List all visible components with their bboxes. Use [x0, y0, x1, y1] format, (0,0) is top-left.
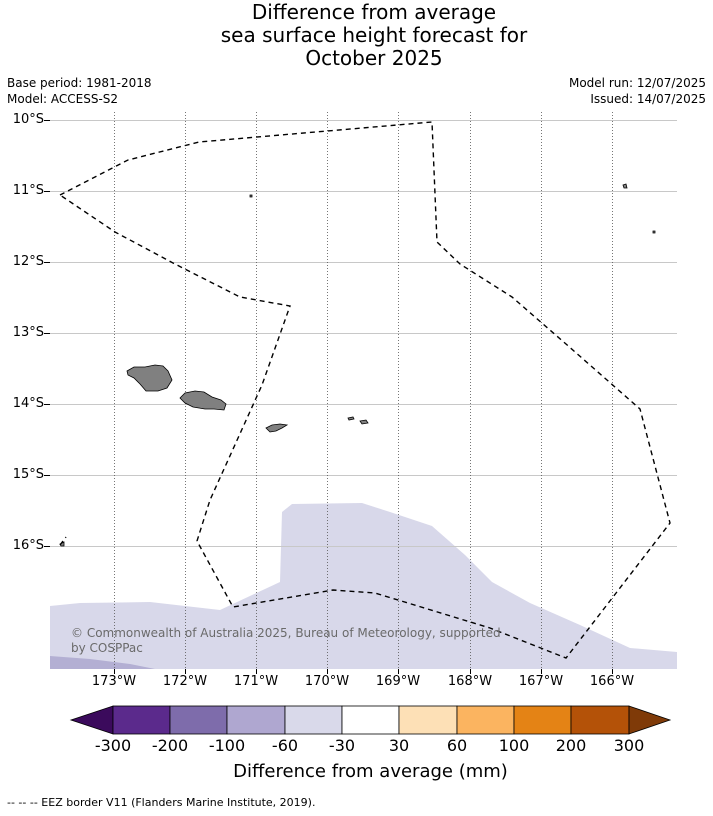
lat-label: 10°S — [12, 112, 44, 127]
lon-label: 166°W — [589, 674, 635, 689]
tutuila-island — [265, 423, 289, 433]
model-name: Model: ACCESS-S2 — [7, 92, 119, 106]
anomaly-region — [50, 503, 677, 669]
colorbar-segment — [226, 705, 286, 735]
lat-label: 11°S — [12, 183, 44, 198]
land-masses — [59, 183, 656, 547]
colorbar-segment — [169, 705, 228, 735]
colorbar-tick: 300 — [613, 736, 645, 755]
colorbar-tick: -100 — [208, 736, 246, 755]
small-island-2 — [622, 183, 628, 189]
issued-date: Issued: 14/07/2025 — [590, 92, 706, 106]
upolu-island — [179, 390, 227, 411]
lon-label: 167°W — [518, 674, 564, 689]
title-line-3: October 2025 — [305, 46, 443, 70]
title-line-1: Difference from average — [251, 0, 497, 24]
meta-right: Model run: 12/07/2025 Issued: 14/07/2025 — [569, 75, 706, 107]
colorbar-tick: 100 — [498, 736, 530, 755]
title-line-2: sea surface height forecast for — [220, 23, 528, 47]
colorbar-label: Difference from average (mm) — [233, 761, 508, 782]
colorbar-segment — [570, 705, 630, 735]
map-title: Difference from average sea surface heig… — [0, 1, 713, 70]
eez-borders — [58, 121, 671, 659]
anomaly-dark-region — [50, 656, 155, 669]
lat-label: 16°S — [12, 538, 44, 553]
base-period: Base period: 1981-2018 — [7, 76, 152, 90]
lon-label: 168°W — [447, 674, 493, 689]
lon-label: 173°W — [91, 674, 137, 689]
longitude-tick-marks — [114, 669, 613, 674]
colorbar-segment — [341, 705, 400, 735]
lat-label: 13°S — [12, 325, 44, 340]
colorbar-tick: -30 — [328, 736, 356, 755]
colorbar-tick: -200 — [151, 736, 189, 755]
colorbar-segment — [398, 705, 458, 735]
latitude-tick-marks — [44, 120, 50, 547]
colorbar-segment — [112, 705, 171, 735]
eez-legend-footer: -- -- -- EEZ border V11 (Flanders Marine… — [7, 796, 316, 809]
lon-label: 170°W — [304, 674, 350, 689]
lat-label: 14°S — [12, 396, 44, 411]
tau-island — [359, 419, 369, 425]
latitude-gridlines — [50, 120, 677, 547]
small-island-4 — [652, 230, 656, 234]
meta-left: Base period: 1981-2018 Model: ACCESS-S2 — [7, 75, 152, 107]
colorbar-tick: 30 — [388, 736, 410, 755]
colorbar-tick: 60 — [446, 736, 468, 755]
colorbar-tick: -300 — [94, 736, 132, 755]
colorbar — [69, 705, 672, 735]
colorbar-segment — [513, 705, 572, 735]
colorbar-segment — [284, 705, 343, 735]
colorbar-max-arrow — [628, 705, 672, 735]
ofu-island — [347, 416, 355, 421]
samoa-eez-border — [58, 121, 671, 659]
colorbar-tick: -60 — [271, 736, 299, 755]
left-eez-border — [59, 536, 67, 546]
map-area — [50, 112, 677, 669]
colorbar-min-arrow — [69, 705, 114, 735]
lon-label: 169°W — [375, 674, 421, 689]
colorbar-segment — [456, 705, 515, 735]
small-island-1 — [249, 194, 253, 198]
copyright-notice: © Commonwealth of Australia 2025, Bureau… — [71, 626, 501, 655]
lat-label: 15°S — [12, 467, 44, 482]
lat-label: 12°S — [12, 254, 44, 269]
model-run: Model run: 12/07/2025 — [568, 76, 706, 90]
colorbar-tick: 200 — [555, 736, 587, 755]
lon-label: 171°W — [233, 674, 279, 689]
savaii-island — [126, 364, 173, 392]
lon-label: 172°W — [162, 674, 208, 689]
small-island-3 — [59, 541, 65, 547]
